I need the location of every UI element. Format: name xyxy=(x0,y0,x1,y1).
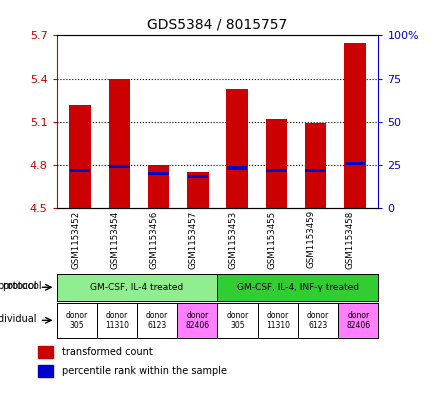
Text: GSM1153452: GSM1153452 xyxy=(71,210,80,268)
Bar xyxy=(148,172,168,175)
Bar xyxy=(305,169,325,173)
Bar xyxy=(187,175,207,178)
Text: GSM1153455: GSM1153455 xyxy=(267,210,276,268)
Bar xyxy=(343,42,365,208)
Bar xyxy=(148,165,169,208)
Bar xyxy=(304,123,326,208)
Bar xyxy=(108,79,130,208)
Text: donor
82406: donor 82406 xyxy=(345,310,369,330)
Text: donor
6123: donor 6123 xyxy=(146,310,168,330)
Text: donor
305: donor 305 xyxy=(226,310,248,330)
Text: transformed count: transformed count xyxy=(62,347,153,357)
Bar xyxy=(38,365,53,377)
Bar xyxy=(344,162,364,165)
Text: donor
82406: donor 82406 xyxy=(185,310,209,330)
Text: GSM1153454: GSM1153454 xyxy=(110,210,119,268)
Text: GSM1153459: GSM1153459 xyxy=(306,210,315,268)
Bar xyxy=(265,119,286,208)
Text: donor
11310: donor 11310 xyxy=(105,310,128,330)
Text: GM-CSF, IL-4, INF-γ treated: GM-CSF, IL-4, INF-γ treated xyxy=(237,283,358,292)
Text: donor
11310: donor 11310 xyxy=(265,310,289,330)
Text: GSM1153458: GSM1153458 xyxy=(345,210,354,268)
Bar xyxy=(187,172,208,208)
Text: GSM1153456: GSM1153456 xyxy=(149,210,158,268)
Text: donor
305: donor 305 xyxy=(66,310,88,330)
Bar xyxy=(69,105,91,208)
Bar xyxy=(266,169,286,173)
Bar xyxy=(70,169,90,173)
Bar xyxy=(109,165,129,168)
Bar xyxy=(38,346,53,358)
Text: percentile rank within the sample: percentile rank within the sample xyxy=(62,366,227,376)
Bar xyxy=(226,89,247,208)
Text: GSM1153453: GSM1153453 xyxy=(227,210,237,268)
Text: individual: individual xyxy=(0,314,37,323)
Title: GDS5384 / 8015757: GDS5384 / 8015757 xyxy=(147,17,287,31)
Text: protocol: protocol xyxy=(0,281,37,291)
Text: donor
6123: donor 6123 xyxy=(306,310,329,330)
Text: GSM1153457: GSM1153457 xyxy=(188,210,197,268)
Bar xyxy=(227,166,247,169)
Text: protocol: protocol xyxy=(2,281,42,291)
Text: GM-CSF, IL-4 treated: GM-CSF, IL-4 treated xyxy=(90,283,183,292)
